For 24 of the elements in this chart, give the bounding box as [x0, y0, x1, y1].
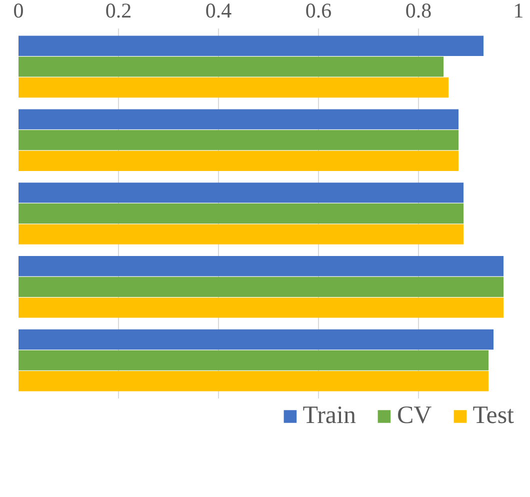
x-tick-label: 0: [13, 0, 24, 22]
bar: [18, 203, 464, 224]
bar: [18, 150, 458, 171]
bar: [18, 130, 458, 150]
bar: [18, 371, 488, 392]
legend-label: Train: [302, 402, 356, 430]
bar: [18, 109, 458, 130]
bar: [18, 36, 484, 56]
bar: [18, 276, 504, 297]
x-tick-label: 1: [513, 0, 524, 22]
legend-label: Test: [472, 402, 514, 430]
bar: [18, 329, 494, 350]
bar: [18, 256, 504, 276]
x-tick-label: 0.4: [205, 0, 232, 22]
bar: [18, 56, 444, 77]
x-tick-label: 0.6: [305, 0, 332, 22]
bar: [18, 298, 504, 318]
bar: [18, 224, 464, 244]
bar: [18, 350, 488, 370]
x-tick-label: 0.8: [405, 0, 432, 22]
bar: [18, 182, 464, 203]
bar: [18, 77, 448, 98]
legend-label: CV: [396, 402, 432, 430]
x-tick-label: 0.2: [105, 0, 132, 22]
